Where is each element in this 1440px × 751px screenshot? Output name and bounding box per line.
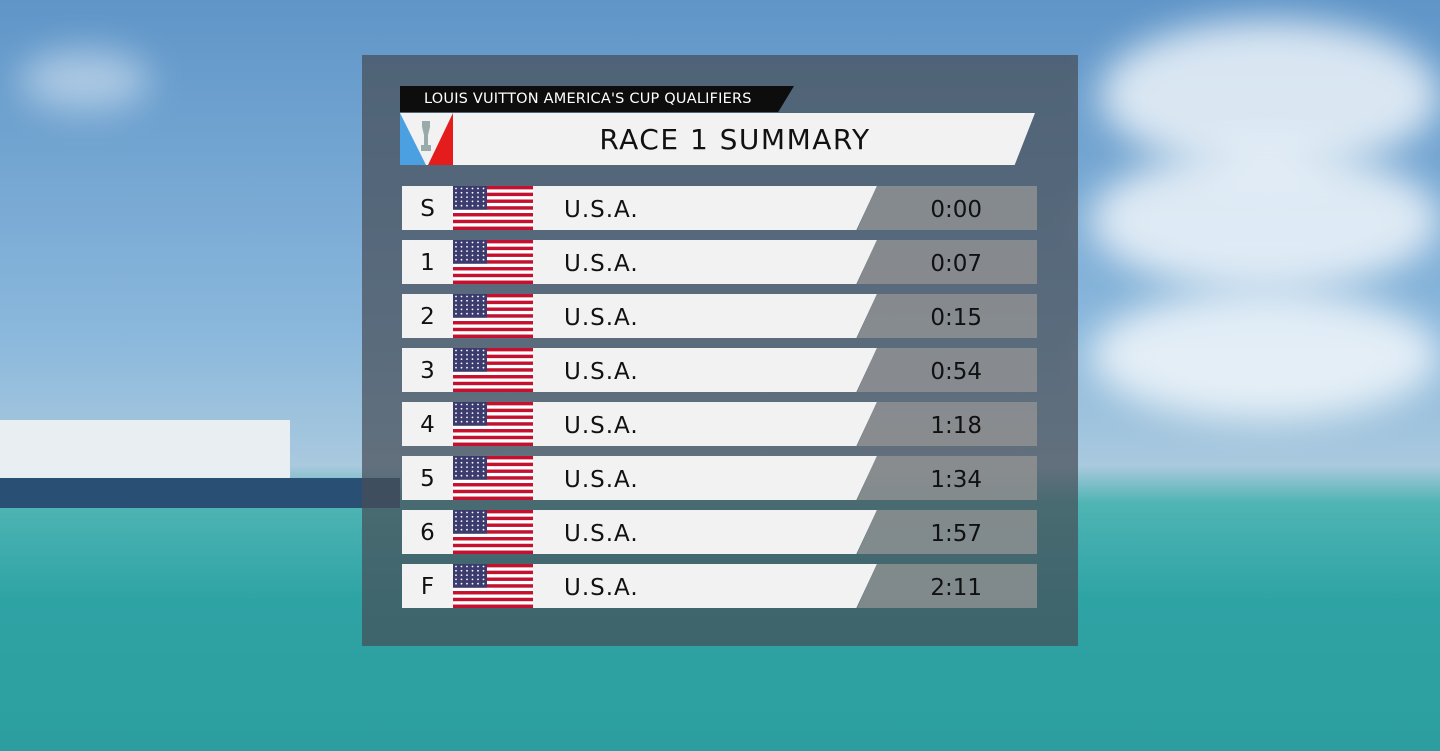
team-name: U.S.A. <box>533 294 877 338</box>
team-name: U.S.A. <box>533 564 877 608</box>
team-name: U.S.A. <box>533 240 877 284</box>
delta-time: 1:57 <box>857 510 1037 554</box>
flag <box>453 186 533 230</box>
delta-time: 1:34 <box>857 456 1037 500</box>
cloud <box>1090 150 1440 290</box>
leg-label: 5 <box>402 456 453 500</box>
delta-time: 0:00 <box>857 186 1037 230</box>
result-row: S U.S.A. 0:00 <box>402 186 1037 230</box>
team-name: U.S.A. <box>533 402 877 446</box>
flag <box>453 348 533 392</box>
leg-label: 4 <box>402 402 453 446</box>
logo <box>400 113 453 165</box>
cloud <box>1090 290 1440 420</box>
cloud <box>1100 20 1440 170</box>
result-row: 5 U.S.A. 1:34 <box>402 456 1037 500</box>
title: RACE 1 SUMMARY <box>453 113 1035 165</box>
result-row: 2 U.S.A. 0:15 <box>402 294 1037 338</box>
team-name: U.S.A. <box>533 510 877 554</box>
leg-label: 1 <box>402 240 453 284</box>
flag <box>453 294 533 338</box>
team-name: U.S.A. <box>533 186 877 230</box>
result-row: 4 U.S.A. 1:18 <box>402 402 1037 446</box>
team-name: U.S.A. <box>533 348 877 392</box>
leg-label: 2 <box>402 294 453 338</box>
cloud <box>20 50 150 110</box>
subtitle: LOUIS VUITTON AMERICA'S CUP QUALIFIERS <box>400 86 794 112</box>
flag <box>453 510 533 554</box>
building <box>0 420 290 480</box>
leg-label: 6 <box>402 510 453 554</box>
delta-time: 0:54 <box>857 348 1037 392</box>
leg-label: 3 <box>402 348 453 392</box>
team-name: U.S.A. <box>533 456 877 500</box>
delta-time: 0:15 <box>857 294 1037 338</box>
result-row: 6 U.S.A. 1:57 <box>402 510 1037 554</box>
leg-label: S <box>402 186 453 230</box>
result-row: 3 U.S.A. 0:54 <box>402 348 1037 392</box>
delta-time: 2:11 <box>857 564 1037 608</box>
flag <box>453 564 533 608</box>
delta-time: 0:07 <box>857 240 1037 284</box>
flag <box>453 456 533 500</box>
flag <box>453 402 533 446</box>
leg-label: F <box>402 564 453 608</box>
flag <box>453 240 533 284</box>
shore <box>0 478 400 508</box>
result-row: F U.S.A. 2:11 <box>402 564 1037 608</box>
result-row: 1 U.S.A. 0:07 <box>402 240 1037 284</box>
delta-time: 1:18 <box>857 402 1037 446</box>
